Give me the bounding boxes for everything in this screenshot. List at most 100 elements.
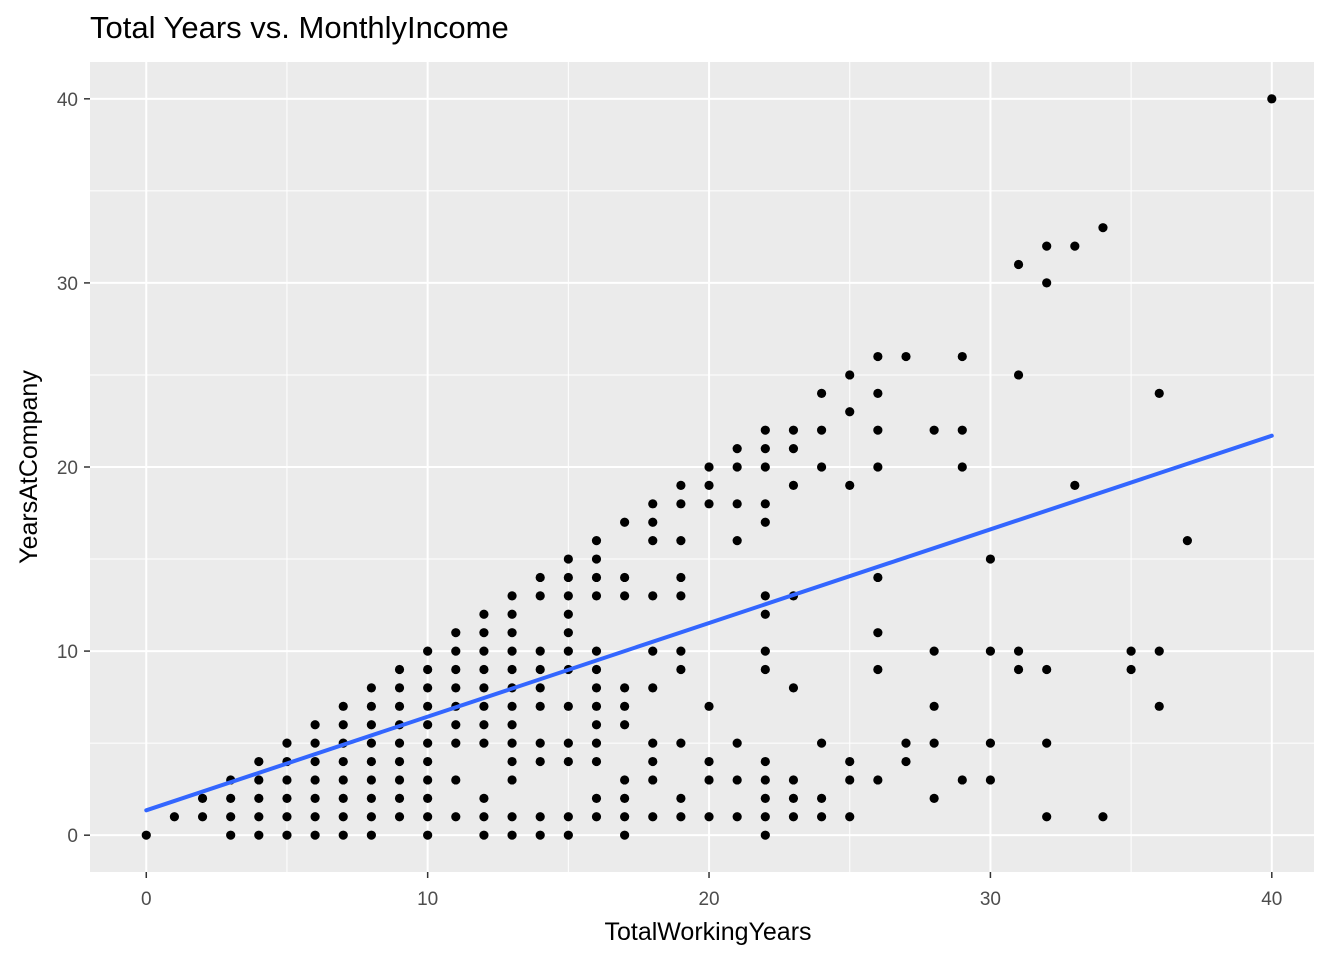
data-point <box>338 793 348 803</box>
data-point <box>985 775 996 785</box>
data-point <box>760 517 770 527</box>
data-point <box>282 775 292 785</box>
data-point <box>704 775 714 785</box>
data-point <box>507 756 517 767</box>
data-point <box>929 738 939 748</box>
data-point <box>254 793 264 803</box>
data-point <box>366 701 376 711</box>
data-point <box>282 793 292 803</box>
data-point <box>1070 480 1080 491</box>
data-point <box>226 793 236 803</box>
data-point <box>648 683 658 693</box>
data-point <box>310 738 320 748</box>
data-point <box>423 701 433 711</box>
data-point <box>507 701 517 711</box>
data-point <box>479 664 489 675</box>
data-point <box>788 425 799 435</box>
data-point <box>957 462 967 472</box>
data-point <box>760 499 770 509</box>
data-point <box>366 756 376 767</box>
data-point <box>197 793 208 803</box>
data-point <box>254 812 264 822</box>
trend-line <box>144 433 1274 813</box>
data-point <box>620 701 630 711</box>
data-point <box>1098 812 1108 822</box>
data-point <box>788 683 799 693</box>
data-point <box>760 425 770 435</box>
data-point <box>620 591 630 601</box>
data-point <box>788 812 799 822</box>
data-point <box>760 609 770 619</box>
data-point <box>254 775 264 785</box>
data-point <box>873 388 883 398</box>
data-point <box>648 812 658 822</box>
data-point <box>535 812 545 822</box>
data-point <box>394 775 405 785</box>
data-point <box>760 664 770 675</box>
data-point <box>648 756 658 767</box>
data-point <box>760 775 770 785</box>
data-point <box>479 793 489 803</box>
data-point <box>423 812 433 822</box>
data-point <box>366 683 376 693</box>
data-point <box>141 830 151 840</box>
data-point <box>310 756 320 767</box>
data-point <box>704 499 714 509</box>
data-point <box>760 443 770 454</box>
data-point <box>423 720 433 730</box>
data-point <box>1042 812 1052 822</box>
data-point <box>591 572 602 583</box>
data-point <box>591 756 602 767</box>
data-point <box>451 738 461 748</box>
data-point <box>873 462 883 472</box>
y-tick-label: 10 <box>57 642 78 663</box>
data-point <box>676 572 686 583</box>
data-point <box>394 793 405 803</box>
data-point <box>423 756 433 767</box>
data-point <box>563 701 573 711</box>
data-point <box>704 701 714 711</box>
data-point <box>1042 738 1052 748</box>
data-point <box>507 720 517 730</box>
data-point <box>563 756 573 767</box>
data-point <box>338 775 348 785</box>
data-point <box>507 609 517 619</box>
y-tick-label: 30 <box>57 274 78 295</box>
data-point <box>563 830 573 840</box>
data-point <box>760 830 770 840</box>
data-point <box>535 701 545 711</box>
data-point <box>423 738 433 748</box>
data-point <box>676 646 686 656</box>
data-point <box>423 830 433 840</box>
data-point <box>535 591 545 601</box>
data-point <box>929 425 939 435</box>
data-point <box>648 499 658 509</box>
data-point <box>507 830 517 840</box>
data-point <box>479 830 489 840</box>
data-point <box>676 738 686 748</box>
data-point <box>507 738 517 748</box>
data-point <box>620 793 630 803</box>
data-point <box>1042 664 1052 675</box>
data-point <box>1154 388 1164 398</box>
data-point <box>394 812 405 822</box>
data-point <box>507 775 517 785</box>
data-point <box>845 480 855 491</box>
data-point <box>479 738 489 748</box>
y-tick-label: 40 <box>57 90 78 111</box>
x-axis-title: TotalWorkingYears <box>604 918 811 946</box>
y-axis-title: YearsAtCompany <box>15 370 43 564</box>
data-point <box>507 628 517 638</box>
x-tick-label: 10 <box>417 889 438 910</box>
data-point <box>676 591 686 601</box>
data-point <box>816 462 827 472</box>
data-point <box>957 351 967 362</box>
data-point <box>507 664 517 675</box>
data-point <box>338 812 348 822</box>
data-point <box>873 351 883 362</box>
data-point <box>648 536 658 546</box>
y-tick-label: 0 <box>67 826 78 847</box>
data-point <box>591 812 602 822</box>
data-point <box>1013 664 1024 675</box>
data-point <box>620 683 630 693</box>
